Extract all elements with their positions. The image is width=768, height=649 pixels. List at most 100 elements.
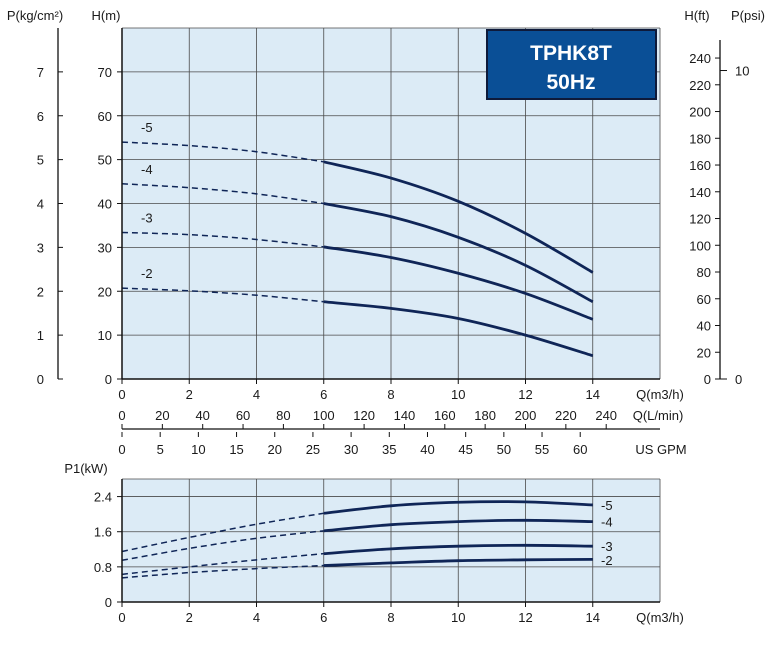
pressure-psi-tick-label: 10 (735, 64, 749, 79)
badge-frequency: 50Hz (546, 71, 595, 94)
badge-model: TPHK8T (530, 42, 612, 65)
power-curve-solid-n5 (323, 500, 593, 515)
flow-gpm-tick-label: 30 (344, 442, 358, 457)
power-x-tick-label: 8 (387, 610, 394, 625)
flow-gpm-tick-label: 35 (382, 442, 396, 457)
flow-gpm-tick-label: 0 (118, 442, 125, 457)
head-ft-tick-label: 240 (689, 51, 711, 66)
head-x-tick-label: 8 (387, 387, 394, 402)
pressure-kg-tick-label: 3 (37, 240, 44, 255)
flow-gpm-tick-label: 15 (229, 442, 243, 457)
model-badge: TPHK8T 50Hz (486, 29, 657, 100)
flow-lmin-tick-label: 0 (118, 408, 125, 423)
head-ft-tick-label: 0 (704, 372, 711, 387)
power-y-tick-label: 0.8 (94, 560, 112, 575)
head-x-tick-label: 0 (118, 387, 125, 402)
head-ft-tick-label: 120 (689, 212, 711, 227)
flow-gpm-tick-label: 20 (268, 442, 282, 457)
flow-lmin-tick-label: 160 (434, 408, 456, 423)
head-series-label: -2 (141, 266, 153, 281)
head-x-tick-label: 2 (186, 387, 193, 402)
head-y-tick-label: 0 (105, 372, 112, 387)
power-curve-dashed-n3 (121, 552, 324, 576)
power-curve-solid-n3 (323, 543, 593, 556)
head-curve-solid-n3 (323, 245, 594, 321)
flow-lmin-tick-label: 60 (236, 408, 250, 423)
head-series-label: -4 (141, 162, 153, 177)
flow-lmin-tick-label: 140 (394, 408, 416, 423)
flow-gpm-axis-title: US GPM (635, 442, 686, 457)
head-ft-axis-title: H(ft) (684, 8, 709, 23)
head-curve-dashed-n3 (121, 231, 324, 248)
badge-box (486, 29, 657, 100)
power-x-tick-label: 14 (586, 610, 600, 625)
head-x-tick-label: 6 (320, 387, 327, 402)
head-ft-tick-label: 100 (689, 238, 711, 253)
flow-gpm-tick-label: 25 (306, 442, 320, 457)
head-ft-tick-label: 220 (689, 78, 711, 93)
head-curve-dashed-n5 (121, 141, 324, 163)
flow-lmin-tick-label: 220 (555, 408, 577, 423)
flow-lmin-tick-label: 180 (474, 408, 496, 423)
head-ft-tick-label: 160 (689, 158, 711, 173)
flow-lmin-tick-label: 20 (155, 408, 169, 423)
power-series-label: -4 (601, 515, 613, 530)
power-y-axis-title: P1(kW) (64, 461, 107, 476)
head-curve-dashed-n4 (121, 183, 324, 205)
power-series-label: -5 (601, 498, 613, 513)
head-series-label: -5 (141, 120, 153, 135)
head-y-axis-title: H(m) (92, 8, 121, 23)
power-x-tick-label: 0 (118, 610, 125, 625)
flow-lmin-tick-label: 100 (313, 408, 335, 423)
power-y-tick-label: 0 (105, 595, 112, 610)
power-curve-solid-n2 (323, 557, 593, 567)
power-x-tick-label: 12 (518, 610, 532, 625)
pressure-kg-tick-label: 7 (37, 65, 44, 80)
power-curve-dashed-n5 (121, 512, 324, 553)
pressure-kg-axis-title: P(kg/cm²) (7, 8, 63, 23)
flow-gpm-tick-label: 45 (458, 442, 472, 457)
pressure-kg-tick-label: 4 (37, 197, 44, 212)
head-curve-solid-n5 (323, 160, 594, 274)
flow-lmin-tick-label: 40 (195, 408, 209, 423)
head-y-tick-label: 10 (98, 328, 112, 343)
head-curve-solid-n2 (323, 300, 594, 358)
flow-gpm-tick-label: 55 (535, 442, 549, 457)
flow-gpm-tick-label: 60 (573, 442, 587, 457)
power-x-tick-label: 4 (253, 610, 260, 625)
head-y-tick-label: 70 (98, 65, 112, 80)
pressure-kg-tick-label: 0 (37, 372, 44, 387)
flow-gpm-tick-label: 50 (497, 442, 511, 457)
head-series-label: -3 (141, 210, 153, 225)
power-series-label: -2 (601, 553, 613, 568)
head-x-tick-label: 14 (586, 387, 600, 402)
flow-gpm-tick-label: 10 (191, 442, 205, 457)
flow-lmin-tick-label: 240 (595, 408, 617, 423)
power-y-tick-label: 1.6 (94, 525, 112, 540)
head-ft-tick-label: 80 (697, 265, 711, 280)
flow-gpm-tick-label: 5 (157, 442, 164, 457)
head-ft-tick-label: 140 (689, 185, 711, 200)
head-y-tick-label: 40 (98, 197, 112, 212)
flow-gpm-tick-label: 40 (420, 442, 434, 457)
head-x-tick-label: 4 (253, 387, 260, 402)
power-x-tick-label: 6 (320, 610, 327, 625)
head-y-tick-label: 30 (98, 240, 112, 255)
power-x-tick-label: 2 (186, 610, 193, 625)
head-y-tick-label: 60 (98, 109, 112, 124)
power-x-tick-label: 10 (451, 610, 465, 625)
pressure-kg-tick-label: 2 (37, 284, 44, 299)
head-y-tick-label: 20 (98, 284, 112, 299)
head-ft-tick-label: 20 (697, 345, 711, 360)
flow-lmin-tick-label: 120 (353, 408, 375, 423)
power-flow-axis-title: Q(m3/h) (636, 610, 684, 625)
head-curve-dashed-n2 (121, 287, 324, 303)
power-curve-solid-n4 (323, 518, 593, 533)
pressure-kg-tick-label: 1 (37, 328, 44, 343)
pressure-psi-tick-label: 0 (735, 372, 742, 387)
pressure-kg-tick-label: 6 (37, 109, 44, 124)
head-x-tick-label: 12 (518, 387, 532, 402)
head-curve-solid-n4 (323, 202, 594, 304)
head-ft-tick-label: 180 (689, 131, 711, 146)
